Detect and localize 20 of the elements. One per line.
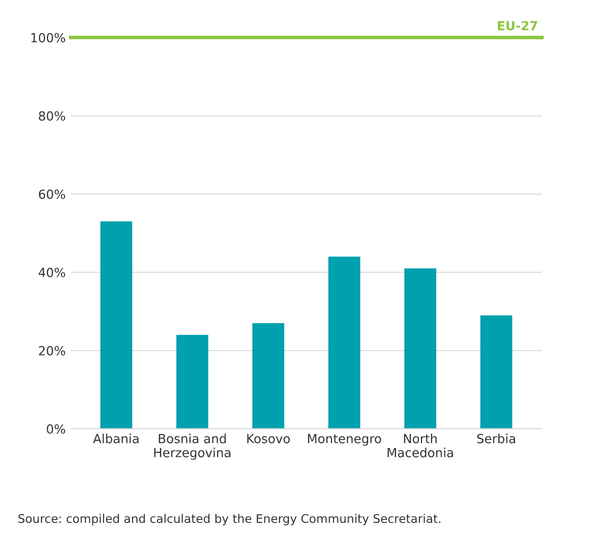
x-tick-label: Bosnia and Herzegovina [154,434,230,460]
x-tick-label: Serbia [477,434,516,444]
bar [176,334,208,429]
y-tick-label: 60% [38,190,66,199]
y-tick-label: 20% [38,346,66,356]
y-tick-label: 80% [38,111,66,121]
bar [252,323,284,429]
bar [404,268,436,429]
x-tick-label: Kosovo [247,434,290,444]
bar [328,256,360,429]
x-tick-label: Albania [93,434,138,444]
x-tick-label: Montenegro [308,434,382,446]
bar [100,221,132,429]
source-note: Source: compiled and calculated by the Energy Community Secretariat. [18,514,440,526]
y-tick-label: 0% [46,424,66,434]
y-tick-label: 40% [38,268,66,278]
x-tick-label: North Macedonia [388,434,453,458]
bar [480,315,512,429]
ref-line-label: EU-27 [498,20,538,30]
y-tick-label: 100% [31,32,66,42]
